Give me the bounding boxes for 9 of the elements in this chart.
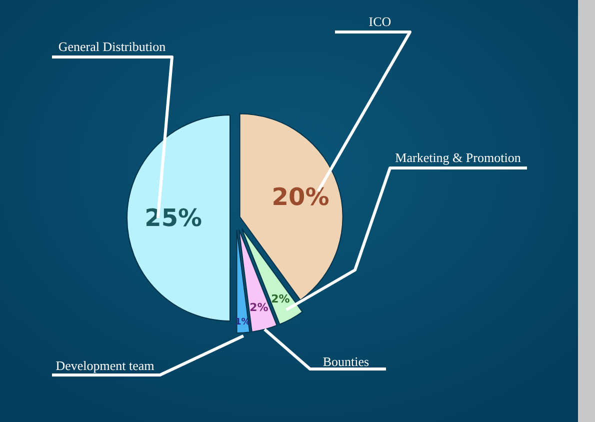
data-label: 20% (272, 183, 330, 212)
slice-label: ICO (368, 14, 392, 29)
slice-label: Development team (56, 358, 154, 373)
slice-label: General Distribution (58, 39, 166, 54)
data-label: 25% (144, 204, 202, 232)
slice-label: Bounties (322, 354, 370, 369)
data-label: 2% (250, 300, 268, 314)
slice-label: Marketing & Promotion (395, 150, 522, 165)
data-label: 2% (271, 292, 290, 306)
